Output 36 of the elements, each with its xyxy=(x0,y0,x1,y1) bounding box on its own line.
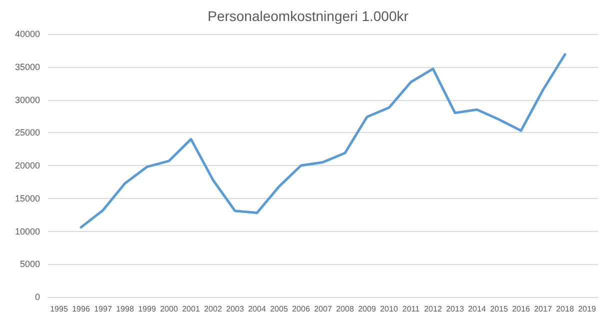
x-tick-label: 2016 xyxy=(512,304,530,314)
x-tick-label: 1999 xyxy=(138,304,156,314)
x-tick-label: 2002 xyxy=(204,304,222,314)
line-series xyxy=(80,53,566,229)
x-tick-label: 2011 xyxy=(402,304,420,314)
x-tick-label: 2017 xyxy=(534,304,552,314)
x-tick-label: 2010 xyxy=(380,304,398,314)
x-tick-label: 2014 xyxy=(468,304,486,314)
y-tick-label: 5000 xyxy=(20,259,40,270)
x-tick-label: 1996 xyxy=(72,304,90,314)
x-tick-label: 1995 xyxy=(50,304,68,314)
x-tick-label: 2018 xyxy=(556,304,574,314)
x-tick-label: 2007 xyxy=(314,304,332,314)
y-tick-label: 30000 xyxy=(14,94,40,105)
x-tick-label: 2019 xyxy=(578,304,596,314)
x-tick-label: 2000 xyxy=(160,304,178,314)
x-tick-label: 2005 xyxy=(270,304,288,314)
y-tick-label: 25000 xyxy=(14,128,40,138)
x-tick-label: 2001 xyxy=(182,304,200,314)
x-tick-label: 2003 xyxy=(226,304,244,314)
y-tick-label: 35000 xyxy=(14,62,40,72)
x-tick-label: 2006 xyxy=(292,304,310,314)
y-tick-label: 0 xyxy=(34,292,40,302)
y-tick-label: 15000 xyxy=(14,193,40,204)
x-tick-label: 2013 xyxy=(446,304,464,314)
x-tick-label: 2009 xyxy=(358,304,376,314)
x-tick-label: 2015 xyxy=(490,304,508,314)
x-tick-label: 1997 xyxy=(94,304,112,314)
y-tick-label: 10000 xyxy=(14,226,40,236)
y-tick-label: 20000 xyxy=(14,160,40,170)
x-tick-label: 2004 xyxy=(248,304,266,314)
x-tick-label: 1998 xyxy=(116,304,134,314)
chart-title: Personaleomkostningeri 1.000kr xyxy=(208,8,409,24)
x-tick-label: 2008 xyxy=(336,304,354,314)
y-tick-label: 40000 xyxy=(14,29,40,39)
x-tick-label: 2012 xyxy=(424,304,442,314)
